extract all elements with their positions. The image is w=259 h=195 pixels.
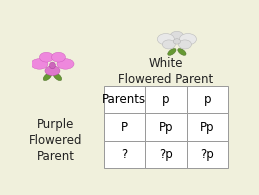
Bar: [104, 141, 145, 168]
Bar: [104, 86, 145, 113]
Ellipse shape: [31, 59, 48, 69]
Text: ?: ?: [121, 148, 127, 160]
Ellipse shape: [53, 73, 62, 81]
Ellipse shape: [52, 52, 66, 62]
Text: Parents: Parents: [102, 93, 146, 106]
Ellipse shape: [179, 34, 197, 45]
Bar: [186, 113, 228, 141]
Bar: [145, 86, 186, 113]
Bar: [186, 86, 228, 113]
Ellipse shape: [168, 49, 176, 55]
Ellipse shape: [178, 40, 191, 49]
Ellipse shape: [157, 34, 174, 45]
Bar: [104, 113, 145, 141]
Ellipse shape: [39, 52, 53, 62]
Text: White
Flowered Parent: White Flowered Parent: [118, 57, 213, 86]
Bar: [186, 141, 228, 168]
Text: Pp: Pp: [159, 121, 173, 134]
Bar: [145, 141, 186, 168]
Text: p: p: [162, 93, 170, 106]
Ellipse shape: [45, 66, 60, 76]
Text: Purple
Flowered
Parent: Purple Flowered Parent: [29, 118, 82, 163]
Ellipse shape: [170, 31, 184, 43]
Text: ?p: ?p: [159, 148, 173, 160]
Ellipse shape: [43, 73, 52, 81]
Ellipse shape: [57, 59, 74, 69]
Bar: [145, 113, 186, 141]
Text: P: P: [121, 121, 128, 134]
Ellipse shape: [178, 49, 186, 55]
Text: ?p: ?p: [200, 148, 214, 160]
Text: p: p: [204, 93, 211, 106]
Text: Pp: Pp: [200, 121, 215, 134]
Circle shape: [173, 39, 181, 44]
Ellipse shape: [162, 40, 175, 49]
Ellipse shape: [49, 62, 55, 69]
